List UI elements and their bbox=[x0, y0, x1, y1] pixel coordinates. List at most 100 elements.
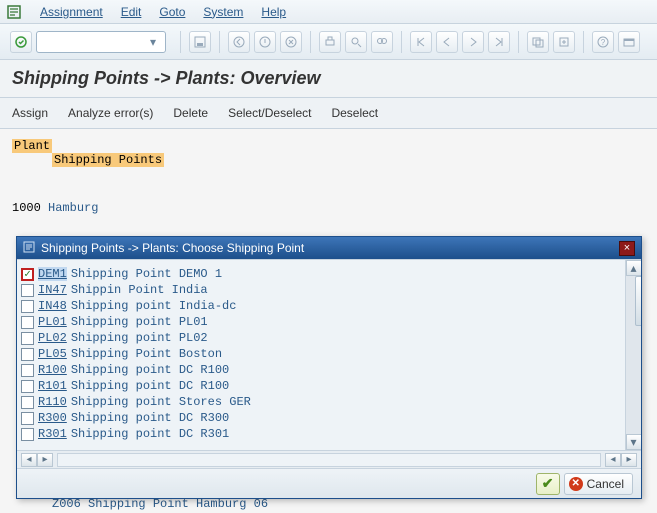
menubar: Assignment Edit Goto System Help bbox=[0, 0, 657, 24]
scroll-down-icon[interactable]: ▾ bbox=[626, 434, 642, 450]
row-desc: Shipping point DC R301 bbox=[71, 427, 229, 441]
row-desc: Shipping point DC R300 bbox=[71, 411, 229, 425]
title-band: Shipping Points -> Plants: Overview bbox=[0, 60, 657, 98]
menu-edit[interactable]: Edit bbox=[121, 5, 142, 19]
back-button[interactable] bbox=[228, 31, 250, 53]
print-button[interactable] bbox=[319, 31, 341, 53]
scroll-up-icon[interactable]: ▴ bbox=[626, 260, 642, 276]
hscroll-left[interactable]: ◂ bbox=[21, 453, 37, 467]
checkbox[interactable] bbox=[21, 300, 34, 313]
checkbox[interactable] bbox=[21, 428, 34, 441]
action-assign[interactable]: Assign bbox=[12, 106, 48, 120]
list-item[interactable]: R300 Shipping point DC R300 bbox=[21, 410, 621, 426]
hscroll-left2[interactable]: ◂ bbox=[605, 453, 621, 467]
shortcut-button[interactable] bbox=[553, 31, 575, 53]
plant-name: Hamburg bbox=[48, 201, 98, 215]
action-select-deselect[interactable]: Select/Deselect bbox=[228, 106, 311, 120]
list-item[interactable]: ✓ DEM1 Shipping Point DEMO 1 bbox=[21, 266, 621, 282]
page-title: Shipping Points -> Plants: Overview bbox=[12, 68, 645, 89]
dialog-footer: ✔ ✕ Cancel bbox=[17, 468, 641, 498]
row-desc: Shipping Point DEMO 1 bbox=[71, 267, 222, 281]
toolbar-separator bbox=[518, 31, 519, 53]
row-code: R110 bbox=[38, 395, 67, 409]
row-code: R300 bbox=[38, 411, 67, 425]
toolbar-separator bbox=[219, 31, 220, 53]
help-button[interactable]: ? bbox=[592, 31, 614, 53]
checkbox[interactable]: ✓ bbox=[21, 268, 34, 281]
checkbox[interactable] bbox=[21, 396, 34, 409]
chevron-down-icon: ▾ bbox=[145, 34, 161, 50]
hscroll-right2[interactable]: ▸ bbox=[621, 453, 637, 467]
checkbox[interactable] bbox=[21, 332, 34, 345]
new-session-button[interactable] bbox=[527, 31, 549, 53]
dialog-body: ✓ DEM1 Shipping Point DEMO 1IN47 Shippin … bbox=[17, 259, 641, 450]
row-desc: Shipping point India-dc bbox=[71, 299, 237, 313]
hscroll-track[interactable] bbox=[57, 453, 601, 467]
content-area: Plant Shipping Points 1000 Hamburg bbox=[0, 129, 657, 225]
ok-button[interactable]: ✔ bbox=[536, 473, 560, 495]
menu-goto[interactable]: Goto bbox=[159, 5, 185, 19]
toolbar-separator bbox=[310, 31, 311, 53]
row-desc: Shipping point DC R100 bbox=[71, 363, 229, 377]
row-code: R101 bbox=[38, 379, 67, 393]
scroll-thumb[interactable] bbox=[635, 276, 642, 326]
menu-help[interactable]: Help bbox=[261, 5, 286, 19]
list-item[interactable]: IN47 Shippin Point India bbox=[21, 282, 621, 298]
row-desc: Shipping point DC R100 bbox=[71, 379, 229, 393]
toolbar-separator bbox=[401, 31, 402, 53]
action-analyze[interactable]: Analyze error(s) bbox=[68, 106, 153, 120]
row-code: IN47 bbox=[38, 283, 67, 297]
cancel-button[interactable]: ✕ Cancel bbox=[564, 473, 633, 495]
find-next-button[interactable] bbox=[371, 31, 393, 53]
dialog-titlebar[interactable]: Shipping Points -> Plants: Choose Shippi… bbox=[17, 237, 641, 259]
list-item[interactable]: IN48 Shipping point India-dc bbox=[21, 298, 621, 314]
menu-assignment[interactable]: Assignment bbox=[40, 5, 103, 19]
cancel-button[interactable] bbox=[280, 31, 302, 53]
action-deselect[interactable]: Deselect bbox=[331, 106, 378, 120]
find-button[interactable] bbox=[345, 31, 367, 53]
checkbox[interactable] bbox=[21, 348, 34, 361]
menu-system[interactable]: System bbox=[203, 5, 243, 19]
row-code: R100 bbox=[38, 363, 67, 377]
last-page-button[interactable] bbox=[488, 31, 510, 53]
checkbox[interactable] bbox=[21, 412, 34, 425]
row-desc: Shipping point Stores GER bbox=[71, 395, 251, 409]
first-page-button[interactable] bbox=[410, 31, 432, 53]
bg-row-code: Z006 bbox=[52, 497, 81, 511]
layout-button[interactable] bbox=[618, 31, 640, 53]
toolbar-separator bbox=[180, 31, 181, 53]
cancel-icon: ✕ bbox=[569, 477, 583, 491]
checkbox[interactable] bbox=[21, 316, 34, 329]
list-item[interactable]: R110 Shipping point Stores GER bbox=[21, 394, 621, 410]
list-item[interactable]: PL05 Shipping Point Boston bbox=[21, 346, 621, 362]
horizontal-scroll-row: ◂ ▸ ◂ ▸ bbox=[17, 450, 641, 468]
dialog-list[interactable]: ✓ DEM1 Shipping Point DEMO 1IN47 Shippin … bbox=[17, 260, 625, 450]
list-item[interactable]: PL02 Shipping point PL02 bbox=[21, 330, 621, 346]
list-item[interactable]: PL01 Shipping point PL01 bbox=[21, 314, 621, 330]
enter-button[interactable] bbox=[10, 31, 32, 53]
exit-button[interactable] bbox=[254, 31, 276, 53]
dialog-close-button[interactable]: × bbox=[619, 241, 635, 256]
checkbox[interactable] bbox=[21, 380, 34, 393]
bg-row-desc: Shipping Point Hamburg 06 bbox=[88, 497, 268, 511]
menu-icon[interactable] bbox=[6, 4, 22, 20]
action-bar: Assign Analyze error(s) Delete Select/De… bbox=[0, 98, 657, 129]
header-plant-label: Plant bbox=[12, 139, 52, 153]
toolbar-separator bbox=[583, 31, 584, 53]
vertical-scrollbar[interactable]: ▴ ▾ bbox=[625, 260, 641, 450]
prev-page-button[interactable] bbox=[436, 31, 458, 53]
dialog-title: Shipping Points -> Plants: Choose Shippi… bbox=[41, 241, 304, 255]
row-code: DEM1 bbox=[38, 267, 67, 281]
hscroll-right[interactable]: ▸ bbox=[37, 453, 53, 467]
command-field[interactable]: ▾ bbox=[36, 31, 166, 53]
row-desc: Shipping point PL02 bbox=[71, 331, 208, 345]
next-page-button[interactable] bbox=[462, 31, 484, 53]
action-delete[interactable]: Delete bbox=[173, 106, 208, 120]
row-code: PL01 bbox=[38, 315, 67, 329]
checkbox[interactable] bbox=[21, 364, 34, 377]
list-item[interactable]: R301 Shipping point DC R301 bbox=[21, 426, 621, 442]
save-button[interactable] bbox=[189, 31, 211, 53]
list-item[interactable]: R101 Shipping point DC R100 bbox=[21, 378, 621, 394]
list-item[interactable]: R100 Shipping point DC R100 bbox=[21, 362, 621, 378]
checkbox[interactable] bbox=[21, 284, 34, 297]
